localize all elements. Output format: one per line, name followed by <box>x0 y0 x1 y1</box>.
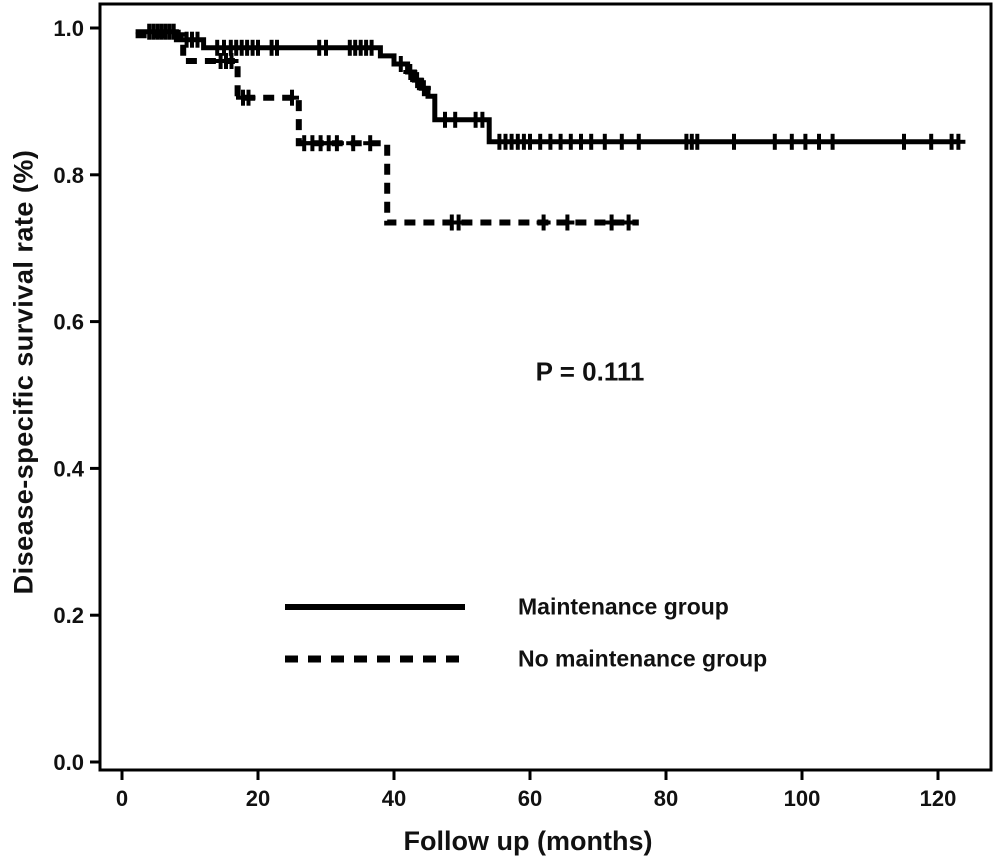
svg-text:60: 60 <box>518 786 542 811</box>
y-axis-label: Disease-specific survival rate (%) <box>8 149 39 595</box>
legend-label-maintenance: Maintenance group <box>518 593 729 620</box>
svg-text:120: 120 <box>920 786 957 811</box>
p-value-annotation: P = 0.111 <box>535 356 645 387</box>
svg-text:100: 100 <box>784 786 821 811</box>
svg-text:0.4: 0.4 <box>53 456 84 481</box>
svg-text:0.8: 0.8 <box>53 163 84 188</box>
svg-text:0.6: 0.6 <box>53 310 84 335</box>
x-axis-label: Follow up (months) <box>403 826 653 856</box>
svg-text:20: 20 <box>246 786 270 811</box>
legend-label-no-maintenance: No maintenance group <box>518 645 768 672</box>
svg-text:0.2: 0.2 <box>53 603 84 628</box>
svg-text:40: 40 <box>382 786 406 811</box>
svg-text:1.0: 1.0 <box>53 16 84 41</box>
svg-text:0.0: 0.0 <box>53 750 84 775</box>
svg-text:0: 0 <box>116 786 128 811</box>
svg-text:80: 80 <box>654 786 678 811</box>
